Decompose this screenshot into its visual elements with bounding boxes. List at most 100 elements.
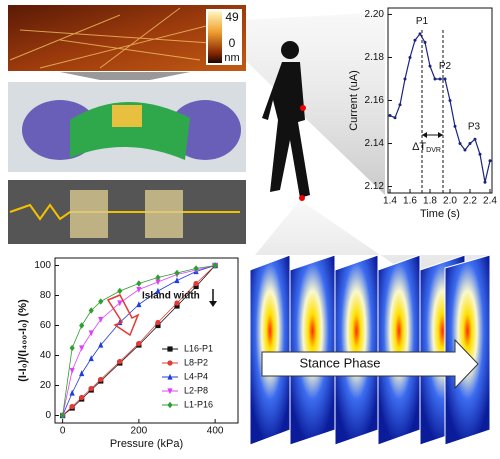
x-tick-label: 1.8 xyxy=(423,196,437,207)
legend-label: L4-P4 xyxy=(184,371,208,381)
data-point xyxy=(403,77,407,81)
marker xyxy=(212,262,218,269)
marker xyxy=(69,367,75,374)
x-axis-label: Pressure (kPa) xyxy=(110,438,183,450)
marker xyxy=(88,385,94,392)
marker xyxy=(167,401,173,409)
marker xyxy=(136,280,142,287)
y-tick-label: 20 xyxy=(40,380,52,391)
marker xyxy=(98,341,104,348)
marker xyxy=(174,303,180,309)
legend-label: L8-P2 xyxy=(184,357,208,367)
marker xyxy=(98,298,104,305)
y-tick-label: 2.20 xyxy=(365,9,385,20)
data-point xyxy=(483,180,487,184)
marker xyxy=(88,330,94,337)
marker xyxy=(136,301,142,308)
x-tick-label: 2.0 xyxy=(443,196,457,207)
y-tick-label: 100 xyxy=(34,260,51,271)
trend-arrow xyxy=(106,294,140,337)
marker xyxy=(167,346,173,352)
y-tick-label: 40 xyxy=(40,350,52,361)
legend-label: L16-P1 xyxy=(184,343,213,353)
marker xyxy=(79,370,85,377)
marker xyxy=(193,280,199,287)
marker xyxy=(79,394,85,401)
scale-max: 49 xyxy=(225,10,239,24)
marker xyxy=(60,412,66,419)
nanowires xyxy=(9,7,241,69)
marker xyxy=(174,269,180,277)
interval-subscript: DVR xyxy=(426,147,441,154)
data-point xyxy=(418,32,422,36)
x-tick-label: 200 xyxy=(131,426,148,437)
data-point xyxy=(408,55,412,59)
marker xyxy=(174,277,180,284)
marker xyxy=(155,322,161,329)
sensor-dot xyxy=(299,195,305,201)
marker xyxy=(98,316,104,323)
marker xyxy=(88,307,94,314)
y-tick-label: 2.18 xyxy=(365,52,385,63)
y-tick-label: 2.16 xyxy=(365,95,385,106)
marker xyxy=(98,376,104,383)
sensor-dot xyxy=(300,105,306,111)
funnel xyxy=(60,72,190,80)
y-tick-label: 2.12 xyxy=(365,181,385,192)
x-tick-label: 400 xyxy=(207,426,224,437)
projection xyxy=(245,12,385,195)
data-point xyxy=(393,116,397,120)
marker xyxy=(69,344,75,352)
data-point xyxy=(448,99,452,102)
marker xyxy=(136,340,142,347)
data-point xyxy=(478,152,482,156)
y-tick-label: 80 xyxy=(40,290,52,301)
projection xyxy=(255,200,490,330)
legend-label: L2-P8 xyxy=(184,385,208,395)
color-bar xyxy=(208,11,222,63)
scale-min: 0 xyxy=(229,36,236,50)
data-point xyxy=(423,40,427,44)
marker xyxy=(174,300,180,306)
island xyxy=(145,190,183,238)
y-axis-label: Current (uA) xyxy=(348,70,360,131)
marker xyxy=(79,345,85,352)
island xyxy=(70,190,108,238)
data-point xyxy=(473,137,477,141)
x-tick-label: 2.2 xyxy=(463,196,477,207)
data-point xyxy=(433,77,437,81)
data-point xyxy=(428,64,432,68)
marker xyxy=(155,319,161,326)
pressure-maps xyxy=(249,254,491,446)
x-tick-label: 1.6 xyxy=(403,196,417,207)
peak-label: P3 xyxy=(468,121,481,132)
stance-arrow xyxy=(261,338,479,390)
electrodes xyxy=(112,105,142,127)
device xyxy=(70,101,190,160)
marker xyxy=(136,286,142,293)
data-point xyxy=(443,77,447,81)
data-point xyxy=(463,148,467,152)
annotation-arrowhead xyxy=(209,301,217,307)
x-tick-label: 1.4 xyxy=(383,196,397,207)
marker xyxy=(79,322,85,329)
peak-label: P1 xyxy=(416,16,429,27)
marker xyxy=(155,279,161,286)
data-point xyxy=(458,142,462,146)
marker xyxy=(69,403,75,410)
annotation: Island width xyxy=(142,291,200,302)
interval-label: ΔTDVR xyxy=(412,141,441,154)
data-point xyxy=(468,142,472,146)
glove xyxy=(169,100,241,160)
walker xyxy=(262,41,310,198)
y-tick-label: 2.14 xyxy=(365,138,385,149)
marker xyxy=(117,287,123,295)
plot-frame xyxy=(387,7,493,194)
data-point xyxy=(388,114,392,118)
x-axis-label: Time (s) xyxy=(420,208,460,220)
marker xyxy=(167,388,173,395)
data-point xyxy=(488,159,492,163)
x-tick-label: 0 xyxy=(60,426,66,437)
marker xyxy=(88,355,94,362)
x-tick-label: 2.4 xyxy=(483,196,497,207)
